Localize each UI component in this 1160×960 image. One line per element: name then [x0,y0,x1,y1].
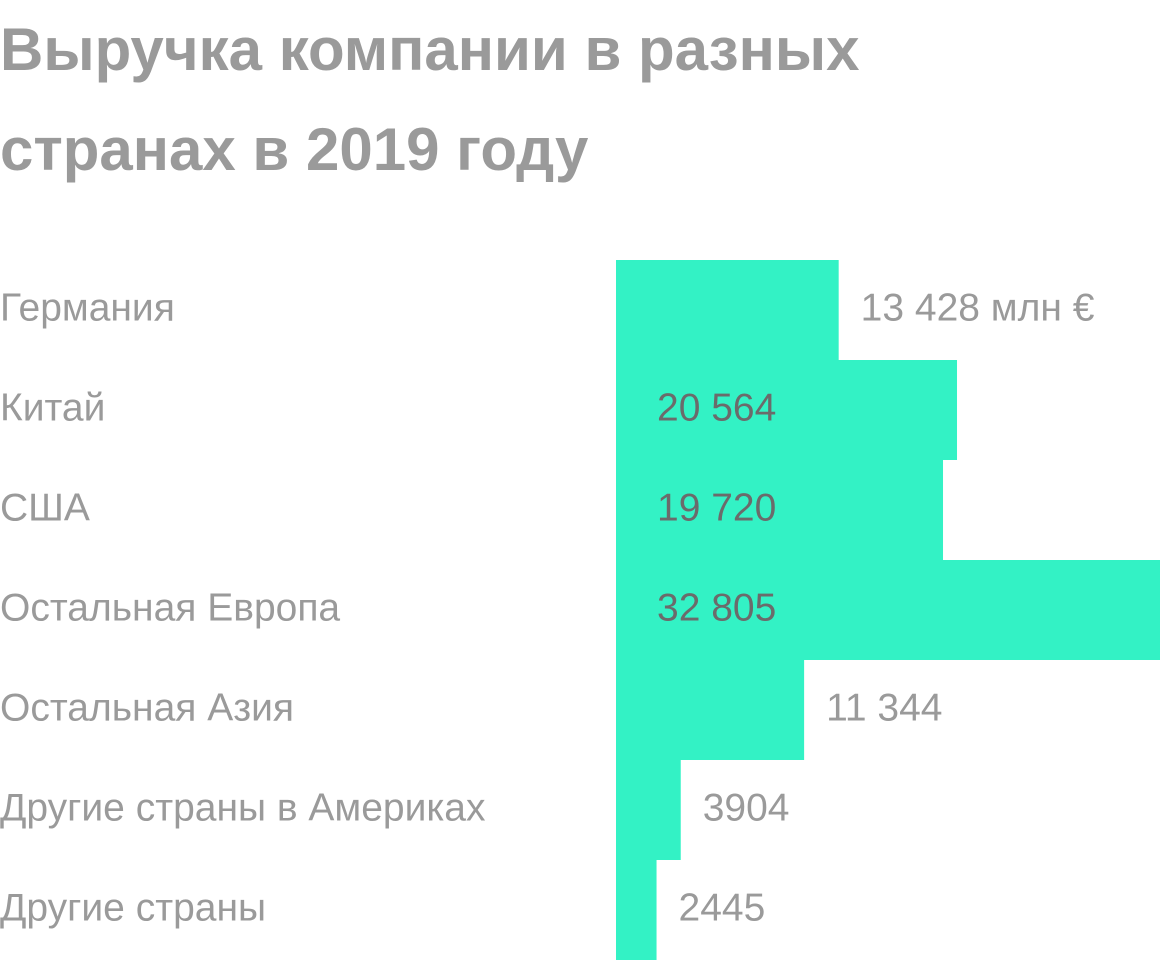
value-label: 3904 [703,786,790,829]
bar [616,560,1160,660]
bar [616,260,839,360]
category-label: Другие страны [0,886,266,929]
value-label: 20 564 [657,386,776,429]
value-label: 19 720 [657,486,776,529]
bar [616,460,944,560]
category-label: Германия [0,286,175,329]
value-label: 2445 [679,886,766,929]
chart-title: странах в 2019 году [0,116,589,183]
bar [616,660,805,760]
bar [616,860,657,960]
category-label: Другие страны в Америках [0,786,486,829]
category-label: Остальная Европа [0,586,340,629]
value-label: 13 428 млн € [861,286,1095,329]
bar [616,760,681,860]
value-label: 11 344 [826,686,942,729]
category-label: Остальная Азия [0,686,294,729]
chart-title: Выручка компании в разных [0,16,859,83]
category-label: Китай [0,386,105,429]
value-label: 32 805 [657,586,776,629]
category-label: США [0,486,90,529]
bar [616,360,958,460]
